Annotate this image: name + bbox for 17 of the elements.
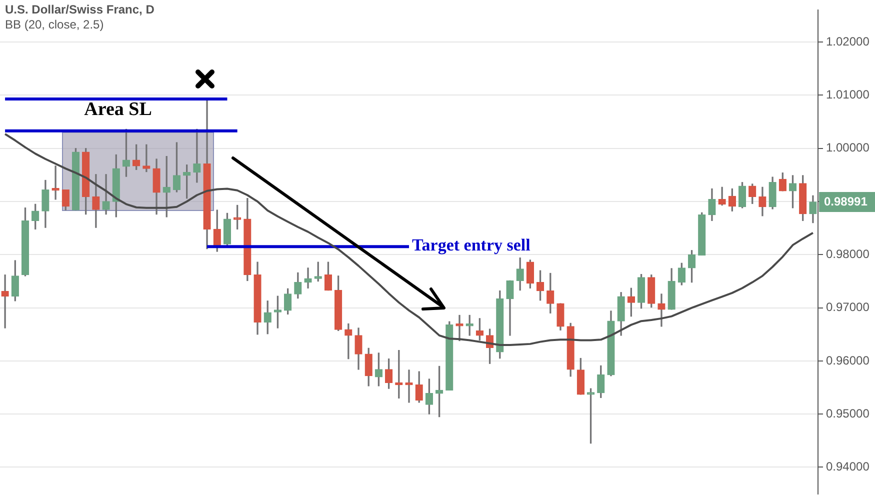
chart-title: U.S. Dollar/Swiss Franc, D <box>5 2 155 16</box>
candlestick <box>193 128 201 183</box>
y-tick-label: 0.95000 <box>826 406 870 420</box>
y-tick-label: 0.97000 <box>826 300 870 314</box>
text: BB (20, close, 2.5) <box>5 17 104 32</box>
text: 0.98991 <box>824 194 868 208</box>
annotation: Target entry sell <box>412 235 531 254</box>
y-tick-label: 1.01000 <box>826 88 870 102</box>
candlestick <box>142 144 150 172</box>
y-tick-label: 1.00000 <box>826 140 870 155</box>
y-tick-label: 0.98000 <box>826 246 870 261</box>
y-tick-label: 0.94000 <box>826 460 870 474</box>
y-tick-label: 0.96000 <box>826 353 870 368</box>
candlestick <box>304 268 312 288</box>
candlestick <box>1 274 9 328</box>
annotation: Area SL <box>84 98 152 120</box>
y-tick-label: 1.02000 <box>826 34 870 48</box>
